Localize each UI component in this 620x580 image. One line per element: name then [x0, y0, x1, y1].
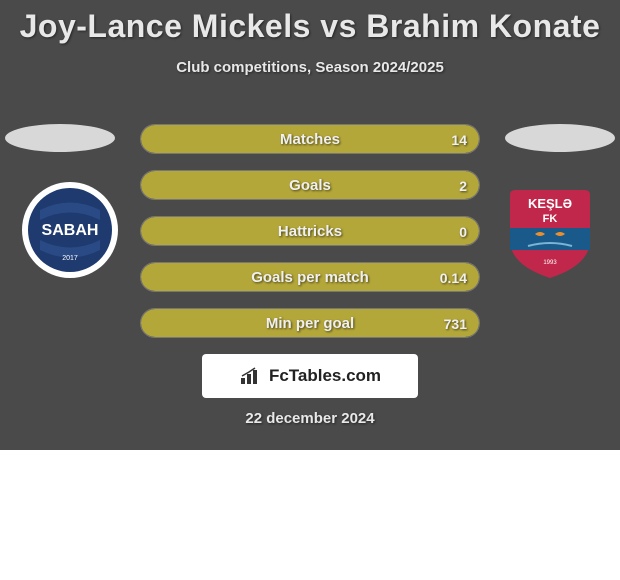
page-title: Joy-Lance Mickels vs Brahim Konate [0, 0, 620, 45]
stat-value-right: 14 [451, 125, 467, 154]
stat-label: Hattricks [141, 217, 479, 246]
stat-value-right: 2 [459, 171, 467, 200]
stat-label: Goals [141, 171, 479, 200]
stat-bar: Hattricks0 [140, 216, 480, 246]
svg-text:1993: 1993 [543, 260, 557, 266]
club-badge-left: SABAH 2017 [20, 180, 120, 280]
stat-label: Matches [141, 125, 479, 154]
stat-bar: Goals2 [140, 170, 480, 200]
logo-text: FcTables.com [269, 366, 381, 386]
club-badge-right: KEŞLƏ FK 1993 [500, 180, 600, 280]
comparison-card: Joy-Lance Mickels vs Brahim Konate Club … [0, 0, 620, 450]
svg-text:2017: 2017 [62, 255, 78, 262]
player-left-oval [5, 124, 115, 152]
stats-area: Matches14 Goals2 Hattricks0 Goals per match… [140, 124, 480, 354]
stat-label: Goals per match [141, 263, 479, 292]
club-right-name: KEŞLƏ [528, 196, 572, 211]
stat-bar: Goals per match0.14 [140, 262, 480, 292]
club-left-name: SABAH [42, 222, 99, 239]
stat-value-right: 731 [444, 309, 467, 338]
stat-value-right: 0 [459, 217, 467, 246]
stat-value-right: 0.14 [440, 263, 467, 292]
stat-bar: Min per goal731 [140, 308, 480, 338]
svg-text:FK: FK [543, 213, 558, 225]
stat-bar: Matches14 [140, 124, 480, 154]
date-text: 22 december 2024 [0, 410, 620, 427]
subtitle: Club competitions, Season 2024/2025 [0, 59, 620, 76]
stat-label: Min per goal [141, 309, 479, 338]
player-right-oval [505, 124, 615, 152]
chart-icon [239, 366, 263, 386]
source-logo: FcTables.com [202, 354, 418, 398]
